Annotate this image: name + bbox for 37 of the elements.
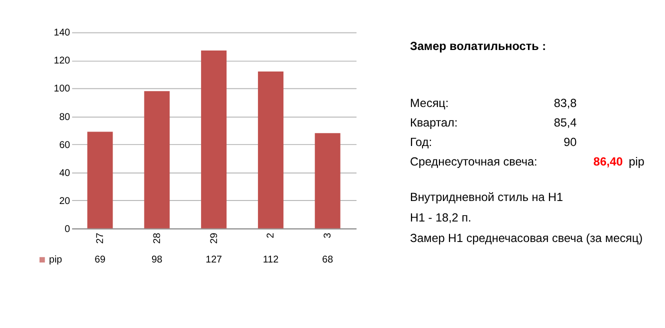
text: Внутридневной стиль на H1: [410, 190, 564, 204]
text: H1 - 18,2 п.: [410, 212, 472, 225]
data-label: 69: [94, 254, 106, 266]
y-tick-label: 80: [59, 112, 71, 123]
x-tick-label: 28: [152, 232, 163, 244]
text: pip: [628, 156, 645, 169]
y-tick-label: 140: [54, 28, 71, 39]
x-tick-label: 2: [266, 232, 277, 238]
text: Среднесуточная свеча:: [410, 156, 538, 169]
bar: [87, 132, 113, 228]
y-tick-label: 0: [64, 224, 71, 235]
x-tick-label: 27: [94, 232, 106, 244]
bar: [201, 50, 227, 228]
y-tick-label: 100: [54, 84, 71, 95]
text: Год:: [410, 136, 432, 150]
text: Замер волатильность :: [410, 40, 546, 53]
data-label: 127: [206, 254, 222, 266]
text: Месяц:: [410, 96, 449, 110]
y-tick-label: 120: [54, 56, 71, 67]
x-tick-label: 29: [208, 232, 220, 244]
bar: [144, 91, 170, 228]
text: 83,8: [554, 96, 578, 110]
text: 86,40: [593, 156, 624, 169]
y-tick-label: 20: [59, 196, 71, 207]
text: 85,4: [554, 116, 578, 130]
data-label: 112: [262, 254, 279, 266]
bar: [258, 71, 284, 228]
data-label: 68: [322, 254, 334, 266]
data-label: 98: [151, 254, 163, 266]
y-tick-label: 60: [59, 140, 71, 151]
text: Квартал:: [410, 116, 458, 130]
y-tick-label: 40: [59, 168, 71, 179]
bar: [314, 133, 340, 228]
x-tick-label: 3: [322, 232, 334, 238]
text: Замер H1 среднечасовая свеча (за месяц): [410, 232, 643, 246]
legend-label: pip: [49, 254, 63, 266]
text: 90: [564, 136, 578, 150]
